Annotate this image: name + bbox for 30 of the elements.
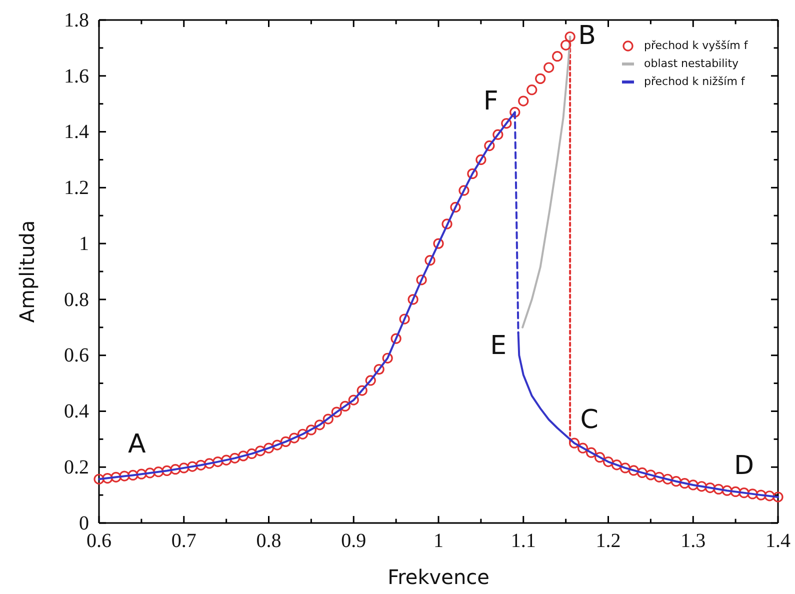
annotation: B — [578, 20, 596, 51]
x-tick-label: 1 — [434, 530, 444, 552]
x-tick-label: 1.3 — [680, 530, 706, 552]
line-series — [522, 36, 572, 328]
y-axis-title: Amplituda — [15, 220, 39, 323]
x-tick-label: 1.2 — [596, 530, 621, 552]
y-tick-label: 0.4 — [64, 400, 89, 423]
annotation: D — [734, 450, 754, 481]
x-tick-label: 0.7 — [171, 530, 196, 552]
annotation: C — [580, 405, 598, 436]
x-tick-label: 0.9 — [341, 530, 366, 552]
annotation: A — [128, 429, 146, 460]
y-tick-label: 1.8 — [64, 9, 89, 32]
y-tick-label: 0 — [79, 512, 89, 534]
annotation: F — [483, 86, 498, 116]
y-tick-label: 0.6 — [64, 344, 89, 367]
y-tick-label: 0.2 — [64, 456, 89, 479]
y-tick-label: 1 — [79, 232, 89, 255]
y-tick-label: 0.8 — [64, 288, 89, 311]
x-tick-label: 1.4 — [766, 530, 790, 552]
x-tick-label: 1.1 — [510, 530, 536, 552]
legend-label: přechod k nižším f — [644, 75, 746, 88]
y-tick-label: 1.6 — [64, 65, 89, 88]
x-axis-title: Frekvence — [388, 565, 490, 589]
y-tick-label: 1.4 — [64, 121, 89, 144]
legend-label: oblast nestability — [644, 57, 740, 70]
y-tick-label: 1.2 — [64, 177, 89, 200]
x-tick-label: 0.8 — [256, 530, 282, 552]
annotation: E — [490, 331, 506, 362]
legend-label: přechod k vyšším f — [644, 39, 749, 52]
